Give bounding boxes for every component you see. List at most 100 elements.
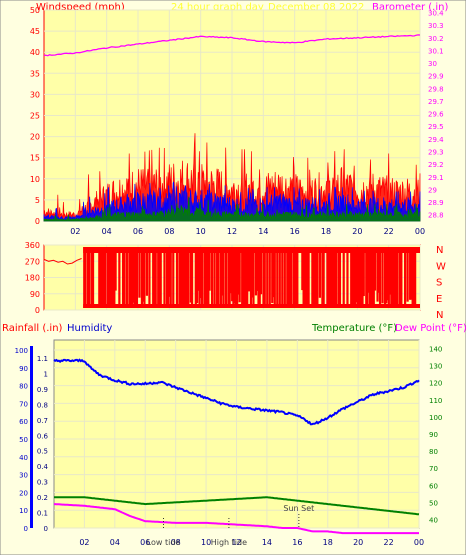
direction-bar: [98, 247, 101, 308]
humidity-tick-label: 80: [19, 383, 28, 391]
rain-tick-label: 1.1: [37, 355, 48, 363]
rain-tick-label: 0.2: [37, 494, 48, 502]
direction-bar: [307, 247, 310, 308]
direction-bar: [414, 247, 417, 308]
temp-tick-label: 70: [429, 465, 438, 473]
direction-bar: [99, 247, 102, 308]
temp-tick-label: 90: [429, 431, 438, 439]
direction-bar: [262, 247, 265, 308]
barometer-tick-label: 29: [428, 186, 437, 194]
wind-tick-label: 20: [30, 133, 40, 142]
barometer-tick-label: 30.1: [428, 47, 444, 55]
direction-bar: [376, 247, 379, 302]
annotation-label: Low tide: [147, 538, 181, 547]
direction-bar: [231, 247, 234, 302]
direction-bar: [158, 247, 161, 308]
direction-bar: [247, 247, 250, 292]
annotation-label: Sun Set: [283, 504, 314, 513]
direction-bar: [289, 247, 293, 308]
wind-axis-ticks: 0 5 10 15 20 25 30 35 40 45 50 28.8 28.9 29 29.1 29.2 29…: [30, 6, 444, 236]
direction-bar: [392, 247, 395, 308]
direction-bar: [219, 247, 222, 308]
temp-tick-label: 130: [429, 363, 442, 371]
direction-bar: [145, 247, 149, 296]
direction-bar: [241, 247, 244, 308]
direction-bar: [356, 247, 359, 308]
direction-bar: [90, 247, 93, 308]
direction-bar: [396, 247, 399, 308]
direction-bar: [108, 247, 111, 308]
direction-bar: [387, 247, 390, 308]
humidity-tick-label: 90: [19, 365, 28, 373]
direction-bar: [315, 247, 318, 308]
direction-bar: [395, 247, 398, 308]
direction-bar: [342, 247, 345, 308]
direction-bar: [217, 247, 220, 308]
temp-tick-label: 110: [429, 397, 442, 405]
direction-bar: [153, 247, 156, 308]
wind-tick-label: 10: [30, 175, 40, 184]
x-tick-label: 20: [353, 538, 363, 547]
direction-bar: [301, 247, 304, 291]
direction-tick-label: 270: [25, 257, 40, 266]
rain-tick-label: 0.3: [37, 479, 48, 487]
direction-bar: [296, 247, 299, 308]
wind-barometer-panel: 0 5 10 15 20 25 30 35 40 45 50 28.8 28.9 29 29.1 29.2 29…: [30, 6, 444, 236]
rain-tick-label: 0.4: [37, 463, 49, 471]
rain-tick-label: 0.1: [37, 510, 48, 518]
temperature-label: Temperature (°F): [311, 323, 397, 334]
barometer-tick-label: 30.4: [428, 10, 444, 18]
direction-bar: [393, 247, 397, 308]
direction-bar: [366, 247, 369, 308]
barometer-tick-label: 29.4: [428, 136, 444, 144]
temp-tick-label: 100: [429, 414, 442, 422]
direction-bar: [351, 247, 354, 308]
x-tick-label: 14: [262, 538, 272, 547]
direction-bar: [100, 247, 103, 308]
direction-bar: [286, 247, 289, 308]
direction-bar: [276, 247, 279, 308]
direction-bar: [190, 247, 194, 308]
compass-label: W: [436, 261, 446, 272]
direction-bar: [168, 247, 171, 297]
direction-bar: [154, 247, 157, 308]
x-tick-label: 16: [290, 227, 300, 236]
direction-bar: [358, 247, 362, 308]
direction-tick-label: 180: [25, 274, 40, 283]
barometer-tick-label: 29.6: [428, 111, 444, 119]
direction-bar: [109, 247, 112, 308]
direction-bar: [91, 247, 95, 308]
direction-bar: [129, 247, 132, 308]
direction-bar: [103, 247, 106, 308]
x-tick-label: 06: [133, 227, 143, 236]
wind-tick-label: 5: [35, 196, 40, 205]
direction-bar: [246, 247, 249, 308]
direction-bar: [294, 247, 298, 308]
direction-bar: [132, 247, 135, 303]
direction-bar: [271, 247, 274, 304]
direction-bar: [208, 247, 211, 291]
direction-bar: [258, 247, 261, 308]
direction-tick-label: 90: [30, 290, 40, 299]
direction-bar: [140, 247, 144, 308]
direction-bar: [187, 247, 190, 308]
barometer-tick-label: 29.8: [428, 85, 444, 93]
annotation-label: High tide: [211, 538, 247, 547]
series-line-0: [53, 358, 420, 426]
direction-early-line: [43, 258, 82, 265]
direction-bar: [331, 247, 334, 308]
direction-bar: [133, 247, 136, 308]
windspeed-label: Windspeed (mph): [36, 2, 125, 13]
direction-bar: [163, 247, 166, 308]
graph-date: December 08 2022: [268, 2, 364, 13]
direction-bar: [183, 247, 186, 308]
humidity-tick-label: 70: [19, 400, 28, 408]
direction-bar: [365, 247, 368, 308]
compass-label: S: [436, 278, 442, 289]
direction-bar: [360, 247, 363, 308]
direction-bar: [204, 247, 207, 308]
direction-bar: [213, 247, 216, 308]
direction-bar: [203, 247, 206, 308]
